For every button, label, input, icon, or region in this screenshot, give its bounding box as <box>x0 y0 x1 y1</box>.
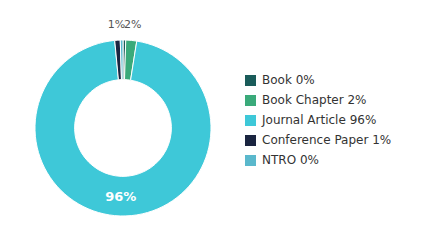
svg-text:96%: 96% <box>105 189 136 204</box>
svg-text:1%: 1% <box>108 18 125 31</box>
html-text:Journal Article 96%: Journal Article 96% <box>262 113 377 127</box>
html-text:NTRO 0%: NTRO 0% <box>262 153 319 167</box>
html-text:Book Chapter 2%: Book Chapter 2% <box>262 93 367 107</box>
html-text:Conference Paper 1%: Conference Paper 1% <box>262 133 392 147</box>
html-text:Book 0%: Book 0% <box>262 73 315 87</box>
svg-text:2%: 2% <box>124 18 141 31</box>
